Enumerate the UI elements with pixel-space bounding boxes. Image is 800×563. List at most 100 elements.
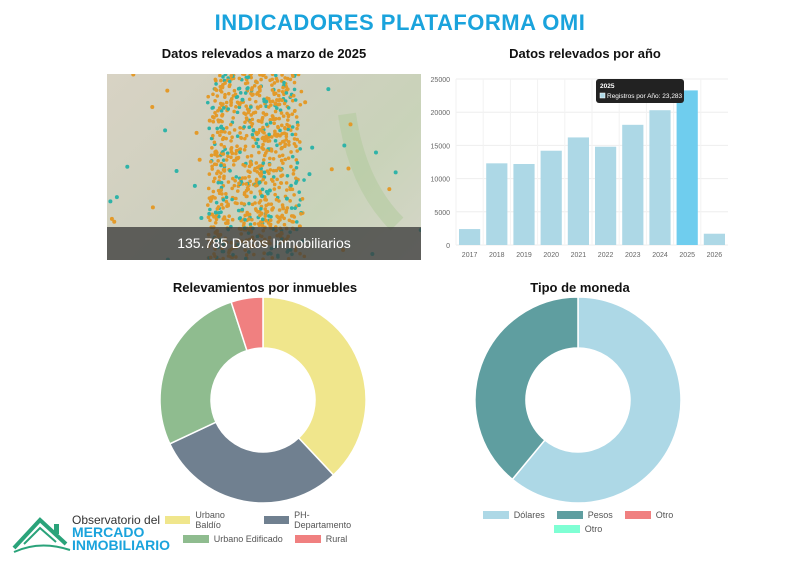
- legend-label: Dólares: [513, 510, 545, 520]
- slice-urbano-edificado[interactable]: [159, 301, 248, 445]
- map-marker: [220, 85, 225, 89]
- map-marker: [234, 196, 238, 201]
- bar-2023[interactable]: [622, 124, 644, 245]
- map-marker: [270, 83, 274, 87]
- map-marker: [282, 101, 287, 106]
- map-marker: [285, 173, 290, 178]
- y-tick-label: 20000: [431, 110, 451, 117]
- x-tick-label: 2020: [543, 252, 559, 259]
- map-marker: [233, 179, 237, 183]
- map-marker: [295, 149, 300, 153]
- map-marker: [250, 117, 255, 122]
- map-marker: [298, 102, 303, 107]
- bar-2022[interactable]: [595, 146, 617, 245]
- map-marker: [290, 219, 294, 224]
- x-tick-label: 2022: [598, 252, 614, 259]
- map-marker: [286, 106, 291, 110]
- map-marker: [252, 195, 257, 199]
- tooltip-title: 2025: [600, 83, 615, 90]
- legend-item[interactable]: Otro: [624, 510, 673, 520]
- map-marker: [237, 181, 241, 186]
- map-marker: [292, 87, 297, 92]
- map-marker: [114, 195, 119, 200]
- bar-2019[interactable]: [513, 163, 535, 245]
- map-marker: [267, 97, 271, 101]
- map-marker: [242, 74, 247, 77]
- slice-dólares[interactable]: [511, 296, 682, 504]
- map-marker: [258, 104, 263, 108]
- map-marker: [234, 175, 239, 179]
- legend-item[interactable]: Otro: [553, 524, 602, 534]
- map-marker: [276, 166, 281, 171]
- map-marker: [298, 140, 302, 144]
- map-view[interactable]: 135.785 Datos Inmobiliarios: [107, 74, 421, 260]
- map-marker: [260, 223, 265, 228]
- map-marker: [238, 131, 242, 135]
- map-marker: [256, 118, 261, 123]
- bar-2026[interactable]: [703, 233, 725, 245]
- map-marker: [272, 121, 276, 126]
- map-marker: [215, 207, 220, 211]
- map-marker: [273, 102, 278, 106]
- donut-chart-moneda: [474, 296, 682, 504]
- map-marker: [279, 158, 284, 163]
- legend-item[interactable]: Urbano Edificado: [182, 534, 283, 544]
- map-marker: [262, 153, 267, 158]
- slice-pesos[interactable]: [474, 296, 579, 481]
- map-marker: [261, 111, 266, 115]
- bar-2021[interactable]: [567, 137, 589, 245]
- map-marker: [284, 91, 289, 95]
- map-marker: [109, 216, 114, 221]
- map-marker: [218, 101, 223, 106]
- y-tick-label: 15000: [431, 143, 451, 150]
- map-marker: [287, 143, 291, 147]
- map-marker: [211, 179, 216, 184]
- bar-2017[interactable]: [459, 229, 481, 245]
- map-marker: [243, 91, 248, 95]
- map-marker: [247, 108, 251, 113]
- map-marker: [226, 107, 231, 111]
- map-marker: [258, 164, 262, 168]
- legend-item[interactable]: Pesos: [556, 510, 613, 520]
- map-marker: [281, 206, 285, 211]
- bar-2018[interactable]: [486, 163, 508, 245]
- map-marker: [253, 183, 258, 188]
- bar-2025[interactable]: [676, 90, 698, 245]
- map-marker: [268, 120, 273, 125]
- map-marker: [268, 223, 272, 228]
- bar-chart-title: Datos relevados por año: [509, 46, 661, 61]
- map-marker: [274, 197, 279, 202]
- map-marker: [277, 208, 282, 212]
- map-marker: [252, 168, 257, 173]
- slice-rural[interactable]: [230, 296, 264, 352]
- map-marker: [112, 219, 117, 224]
- bar-2020[interactable]: [540, 150, 562, 245]
- legend-item[interactable]: Rural: [294, 534, 347, 544]
- map-marker: [260, 194, 265, 199]
- map-marker: [299, 89, 304, 94]
- map-marker: [223, 130, 227, 134]
- map-marker: [265, 149, 269, 153]
- map-marker: [373, 150, 378, 155]
- map-marker: [270, 88, 275, 92]
- map-marker: [287, 218, 292, 223]
- map-marker: [283, 157, 288, 162]
- map-marker: [291, 93, 296, 98]
- legend-item[interactable]: Dólares: [482, 510, 545, 520]
- slice-urbano-baldío[interactable]: [262, 296, 367, 477]
- bar-2024[interactable]: [649, 110, 671, 245]
- slice-ph-departamento[interactable]: [168, 421, 335, 504]
- legend-item[interactable]: PH-Departamento: [263, 510, 365, 530]
- map-marker: [263, 181, 268, 185]
- map-marker: [310, 145, 315, 150]
- map-marker: [214, 200, 219, 205]
- map-marker: [280, 145, 284, 150]
- map-marker: [217, 175, 222, 179]
- legend-item[interactable]: Urbano Baldío: [165, 510, 252, 530]
- map-marker: [244, 182, 249, 186]
- map-marker: [260, 187, 265, 192]
- map-marker: [387, 187, 392, 192]
- map-marker: [267, 188, 272, 193]
- map-marker: [233, 92, 238, 97]
- map-marker: [228, 169, 232, 173]
